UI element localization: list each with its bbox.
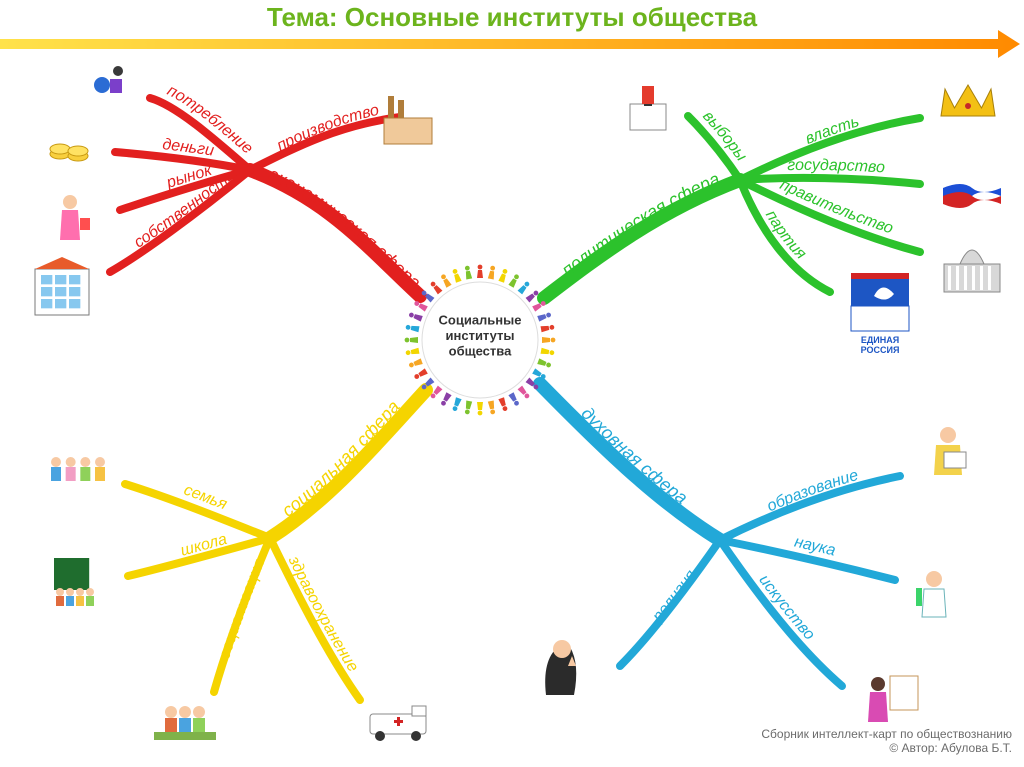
coins-icon — [50, 144, 88, 161]
shopping-icon — [94, 66, 123, 93]
ambulance-icon — [370, 706, 426, 741]
svg-text:РОССИЯ: РОССИЯ — [861, 345, 900, 355]
branch-label-spiritual: духовная сфера — [577, 403, 691, 508]
branch-label-social: социальная сфера — [278, 396, 404, 520]
scientist-icon — [916, 571, 946, 617]
classroom-icon — [54, 558, 94, 606]
factory-icon — [384, 96, 432, 144]
prayer-icon — [545, 640, 576, 695]
footer-line2: © Автор: Абулова Б.Т. — [761, 741, 1012, 755]
sub-label-state: государство — [787, 157, 885, 177]
capitol-icon — [944, 250, 1000, 292]
family-icon — [51, 457, 105, 481]
sub-label-healthcare: здравоохранение — [284, 553, 361, 675]
mindmap-stage: Тема: Основные институты общества эконом… — [0, 0, 1024, 767]
branch-economic — [250, 170, 420, 296]
sub-label-production: производство — [274, 102, 380, 155]
svg-text:ЕДИНАЯ: ЕДИНАЯ — [861, 335, 899, 345]
branch-political — [544, 180, 740, 298]
artist-icon — [868, 676, 918, 722]
reader-icon — [934, 427, 966, 475]
flag-ru-icon — [943, 176, 1001, 208]
sub-state — [740, 178, 920, 184]
crown-icon — [941, 85, 995, 116]
mindmap-svg: экономическая сферапроизводствопотреблен… — [0, 0, 1024, 767]
group-icon — [154, 706, 216, 740]
ballot-icon — [630, 86, 666, 130]
shopper-icon — [60, 195, 90, 240]
building-icon — [35, 257, 89, 315]
title-arrow — [0, 30, 1020, 58]
party-icon: ЕДИНАЯРОССИЯ — [851, 273, 909, 355]
footer: Сборник интеллект-карт по обществознанию… — [761, 727, 1012, 755]
center-label: Социальныеинститутыобщества — [439, 312, 522, 358]
branch-label-economic: экономическая сфера — [266, 164, 425, 293]
footer-line1: Сборник интеллект-карт по обществознанию — [761, 727, 1012, 741]
sub-label-socialization: социализация — [216, 556, 268, 660]
sub-label-religion: религия — [649, 567, 700, 626]
branch-label-political: политическая сфера — [558, 169, 723, 281]
